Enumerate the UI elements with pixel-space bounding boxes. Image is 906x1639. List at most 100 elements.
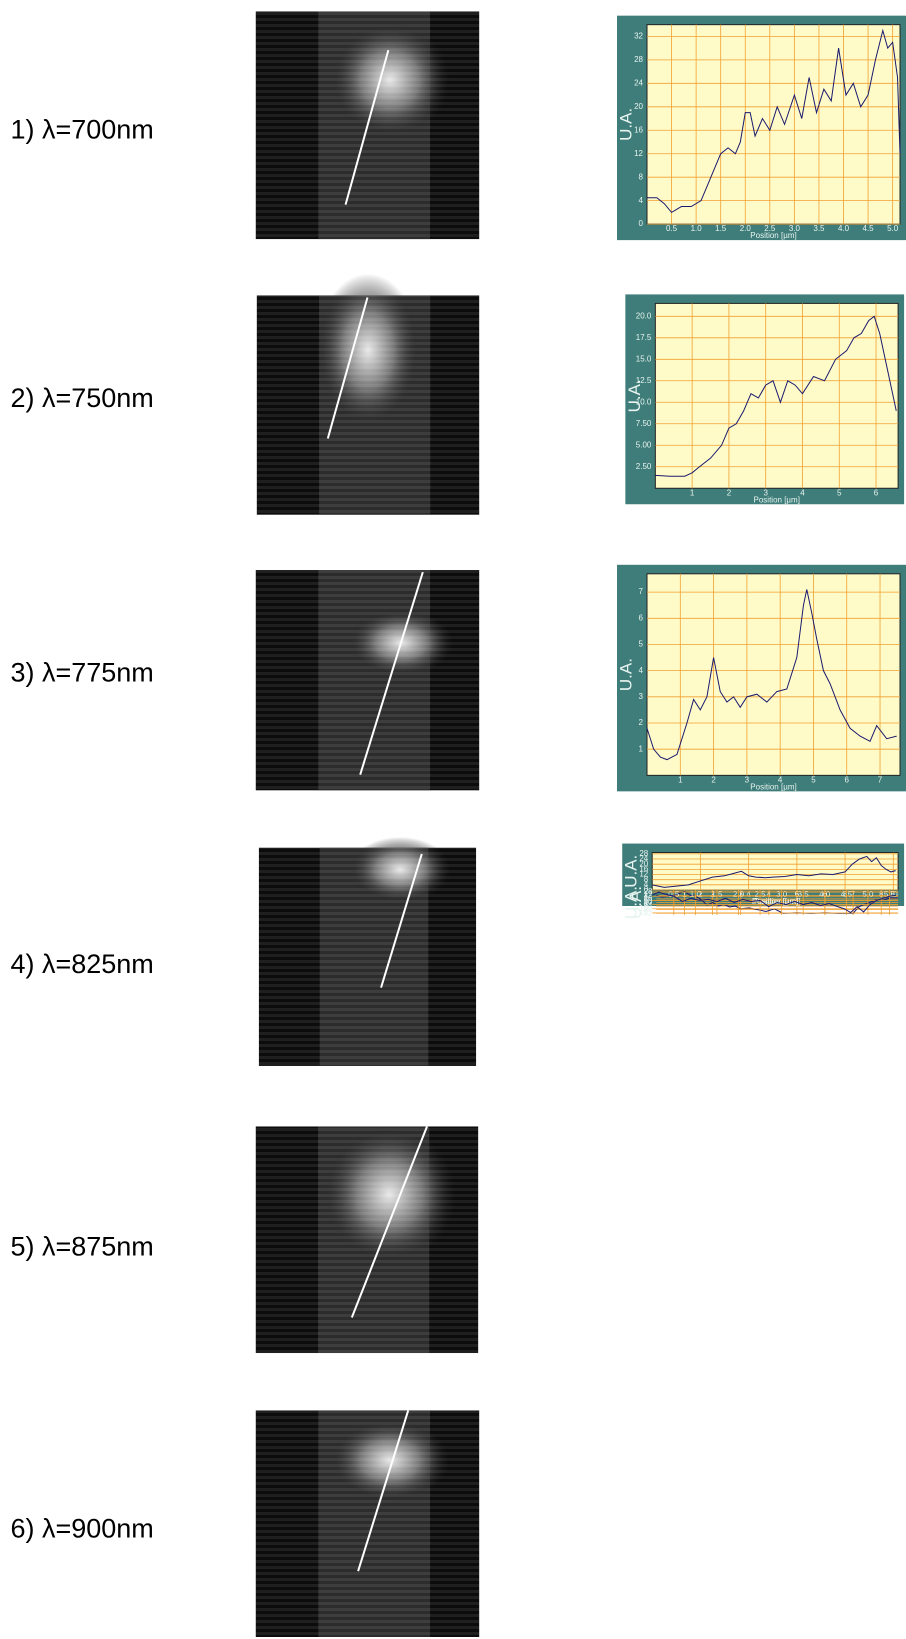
fringes bbox=[255, 570, 480, 791]
y-tick-label: 2 bbox=[639, 718, 644, 727]
x-tick-label: 6 bbox=[823, 890, 828, 899]
y-tick-label: 20 bbox=[643, 898, 652, 907]
x-tick-label: 4 bbox=[800, 488, 805, 497]
x-tick-label: 4.0 bbox=[819, 890, 831, 899]
y-tick-label: 6 bbox=[644, 896, 649, 905]
x-tick-label: 3 bbox=[738, 890, 743, 899]
y-tick-label: 8 bbox=[644, 875, 649, 884]
y-tick-label: 4 bbox=[639, 196, 644, 205]
y-tick-label: 7.50 bbox=[636, 419, 652, 428]
x-tick-label: 1 bbox=[682, 890, 687, 899]
row-label: 2) λ=750nm bbox=[10, 383, 153, 413]
x-tick-label: 5 bbox=[837, 488, 842, 497]
plot-area bbox=[646, 24, 901, 225]
y-tick-label: 17.5 bbox=[636, 333, 652, 342]
y-tick-label: 12.5 bbox=[636, 376, 652, 385]
x-tick-label: 1 bbox=[690, 488, 695, 497]
x-tick-label: 4.5 bbox=[841, 890, 853, 899]
x-tick-label: 5.0 bbox=[887, 224, 899, 233]
y-tick-label: 20 bbox=[639, 859, 648, 868]
x-tick-label: 7 bbox=[878, 775, 883, 784]
y-tick-label: 20 bbox=[634, 102, 643, 111]
profile-line bbox=[647, 28, 901, 214]
scan-line bbox=[359, 571, 424, 775]
y-axis-label: U.A. bbox=[616, 658, 635, 691]
x-tick-label: 0.5 bbox=[666, 224, 678, 233]
profile-line bbox=[652, 891, 897, 914]
y-tick-label: 20.0 bbox=[636, 311, 652, 320]
y-tick-label: 0 bbox=[644, 885, 649, 894]
y-tick-label: 12 bbox=[639, 908, 648, 917]
x-tick-label: 4.0 bbox=[838, 224, 850, 233]
fringes bbox=[256, 295, 480, 515]
x-tick-label: 2.5 bbox=[764, 224, 776, 233]
x-axis-label: Position [µm] bbox=[752, 897, 798, 906]
y-tick-label: 28 bbox=[634, 55, 643, 64]
x-axis-label: Position [µm] bbox=[750, 782, 796, 791]
x-tick-label: 3 bbox=[745, 775, 750, 784]
micrograph bbox=[256, 273, 480, 515]
x-tick-label: 1.0 bbox=[691, 224, 703, 233]
y-tick-label: 12 bbox=[643, 890, 652, 899]
y-tick-label: 2.50 bbox=[636, 462, 652, 471]
y-tick-label: 28 bbox=[643, 905, 652, 914]
micrograph bbox=[258, 836, 477, 1066]
y-tick-label: 0 bbox=[639, 219, 644, 228]
scan-line bbox=[380, 853, 423, 988]
profile-line bbox=[656, 890, 899, 914]
x-tick-label: 1.5 bbox=[715, 224, 727, 233]
x-tick-label: 6 bbox=[874, 488, 879, 497]
row-label: 1) λ=700nm bbox=[10, 115, 153, 145]
y-tick-label: 7 bbox=[639, 587, 644, 596]
y-tick-label: 16 bbox=[639, 864, 648, 873]
y-tick-label: 12 bbox=[634, 149, 643, 158]
x-tick-label: 2.0 bbox=[740, 224, 752, 233]
profile-line bbox=[652, 855, 896, 888]
x-tick-label: 1.5 bbox=[711, 890, 723, 899]
plot-area bbox=[646, 573, 901, 776]
fringes bbox=[258, 847, 477, 1066]
y-tick-label: 24 bbox=[634, 78, 643, 87]
x-tick-label: 2 bbox=[710, 890, 715, 899]
x-tick-label: 1.0 bbox=[690, 890, 702, 899]
x-tick-label: 2.5 bbox=[755, 890, 767, 899]
y-tick-label: 24 bbox=[643, 901, 652, 910]
scan-line bbox=[344, 49, 390, 205]
x-tick-label: 2 bbox=[698, 890, 703, 899]
y-tick-label: 4 bbox=[644, 891, 649, 900]
x-tick-label: 2.0 bbox=[733, 890, 745, 899]
x-tick-label: 7 bbox=[851, 890, 856, 899]
y-tick-label: 8 bbox=[644, 900, 649, 909]
plot-area bbox=[654, 302, 899, 489]
x-tick-label: 3 bbox=[763, 488, 768, 497]
x-tick-label: 2 bbox=[727, 488, 732, 497]
y-tick-label: 6 bbox=[639, 613, 644, 622]
x-tick-label: 5.0 bbox=[862, 890, 874, 899]
x-axis-label: Position [µm] bbox=[754, 897, 800, 906]
y-tick-label: 3 bbox=[639, 692, 644, 701]
x-tick-label: 5.5 bbox=[884, 890, 896, 899]
y-tick-label: 15.0 bbox=[636, 354, 652, 363]
y-tick-label: 10 bbox=[639, 904, 648, 913]
x-tick-label: 4 bbox=[767, 890, 772, 899]
x-tick-label: 2 bbox=[711, 775, 716, 784]
y-tick-label: 5 bbox=[639, 640, 644, 649]
row-label: 6) λ=900nm bbox=[10, 1514, 153, 1544]
y-tick-label: 32 bbox=[643, 908, 652, 917]
y-tick-label: 4 bbox=[644, 880, 649, 889]
row-label: 5) λ=875nm bbox=[10, 1232, 153, 1262]
x-tick-label: 3.0 bbox=[789, 224, 801, 233]
scan-line bbox=[350, 1126, 428, 1318]
micrograph bbox=[255, 570, 480, 791]
x-tick-label: 4 bbox=[746, 890, 751, 899]
x-tick-label: 3.0 bbox=[776, 890, 788, 899]
y-tick-label: 10.0 bbox=[636, 397, 652, 406]
x-tick-label: 0.5 bbox=[668, 890, 680, 899]
x-tick-label: 10 bbox=[889, 890, 898, 899]
y-tick-label: 12 bbox=[639, 870, 648, 879]
x-tick-label: 3.5 bbox=[813, 224, 825, 233]
scan-line bbox=[326, 297, 369, 439]
x-tick-label: 6 bbox=[845, 775, 850, 784]
y-tick-label: 4 bbox=[639, 666, 644, 675]
